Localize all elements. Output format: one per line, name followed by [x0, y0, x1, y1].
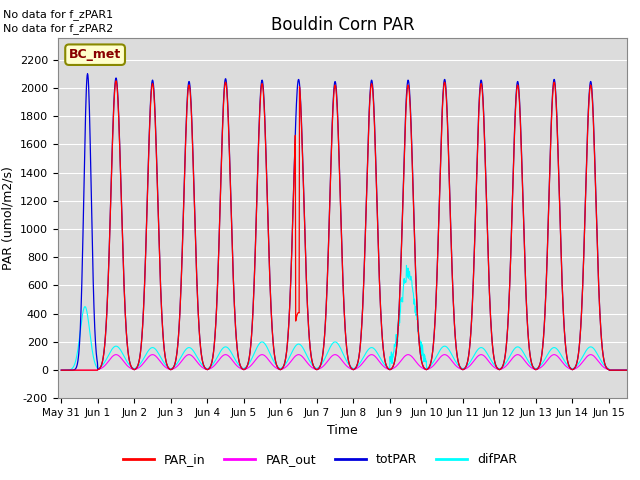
Line: totPAR: totPAR: [61, 74, 627, 370]
PAR_out: [159, 362, 166, 368]
PAR_out: [587, 352, 595, 358]
PAR_out: [170, 366, 177, 372]
totPAR: [273, 361, 280, 367]
totPAR: [170, 364, 178, 370]
PAR_in: [548, 93, 556, 98]
totPAR: [548, 90, 556, 96]
Line: PAR_out: PAR_out: [61, 355, 627, 370]
Title: Bouldin Corn PAR: Bouldin Corn PAR: [271, 16, 414, 34]
PAR_out: [272, 365, 280, 371]
difPAR: [221, 344, 228, 350]
difPAR: [58, 367, 65, 373]
PAR_in: [486, 299, 493, 305]
Y-axis label: PAR (umol/m2/s): PAR (umol/m2/s): [1, 167, 14, 270]
PAR_out: [58, 367, 65, 373]
totPAR: [605, 367, 613, 373]
difPAR: [159, 358, 166, 364]
PAR_in: [221, 82, 228, 87]
PAR_in: [58, 367, 65, 373]
difPAR: [486, 355, 493, 361]
Text: BC_met: BC_met: [69, 48, 121, 61]
Legend: PAR_in, PAR_out, totPAR, difPAR: PAR_in, PAR_out, totPAR, difPAR: [118, 448, 522, 471]
PAR_out: [548, 352, 556, 358]
totPAR: [623, 367, 631, 373]
Line: PAR_in: PAR_in: [61, 81, 627, 370]
Text: No data for f_zPAR1: No data for f_zPAR1: [3, 9, 113, 20]
Line: difPAR: difPAR: [61, 265, 627, 370]
difPAR: [605, 367, 613, 373]
totPAR: [486, 298, 493, 304]
totPAR: [221, 78, 228, 84]
totPAR: [58, 367, 65, 373]
totPAR: [84, 71, 92, 77]
Text: No data for f_zPAR2: No data for f_zPAR2: [3, 23, 113, 34]
PAR_out: [623, 367, 631, 373]
PAR_out: [486, 360, 493, 365]
totPAR: [159, 335, 167, 341]
difPAR: [623, 367, 631, 373]
PAR_in: [623, 367, 631, 373]
difPAR: [170, 364, 177, 370]
PAR_in: [170, 364, 178, 370]
difPAR: [272, 362, 280, 368]
PAR_in: [273, 361, 280, 367]
PAR_in: [159, 336, 167, 341]
difPAR: [548, 345, 556, 351]
difPAR: [403, 263, 410, 268]
X-axis label: Time: Time: [327, 424, 358, 437]
PAR_in: [112, 78, 120, 84]
PAR_out: [221, 352, 228, 358]
